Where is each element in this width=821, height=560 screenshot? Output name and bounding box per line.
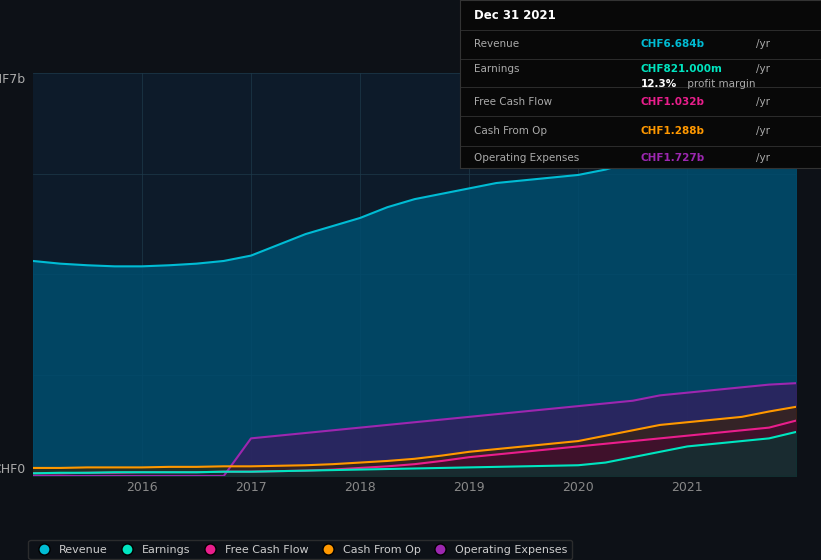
Legend: Revenue, Earnings, Free Cash Flow, Cash From Op, Operating Expenses: Revenue, Earnings, Free Cash Flow, Cash … xyxy=(29,540,571,559)
Text: /yr: /yr xyxy=(756,97,770,108)
Text: CHF6.684b: CHF6.684b xyxy=(640,39,704,49)
Text: profit margin: profit margin xyxy=(684,79,755,89)
Text: /yr: /yr xyxy=(756,64,770,74)
Text: CHF1.727b: CHF1.727b xyxy=(640,153,704,163)
Text: /yr: /yr xyxy=(756,153,770,163)
Text: CHF1.032b: CHF1.032b xyxy=(640,97,704,108)
Text: Dec 31 2021: Dec 31 2021 xyxy=(475,8,556,22)
Text: Operating Expenses: Operating Expenses xyxy=(475,153,580,163)
Text: /yr: /yr xyxy=(756,126,770,136)
Text: /yr: /yr xyxy=(756,39,770,49)
Text: CHF7b: CHF7b xyxy=(0,73,25,86)
Text: Earnings: Earnings xyxy=(475,64,520,74)
Text: Revenue: Revenue xyxy=(475,39,520,49)
Text: CHF1.288b: CHF1.288b xyxy=(640,126,704,136)
Text: CHF0: CHF0 xyxy=(0,463,25,476)
Text: CHF821.000m: CHF821.000m xyxy=(640,64,722,74)
Text: Cash From Op: Cash From Op xyxy=(475,126,548,136)
Text: Free Cash Flow: Free Cash Flow xyxy=(475,97,553,108)
Text: 12.3%: 12.3% xyxy=(640,79,677,89)
